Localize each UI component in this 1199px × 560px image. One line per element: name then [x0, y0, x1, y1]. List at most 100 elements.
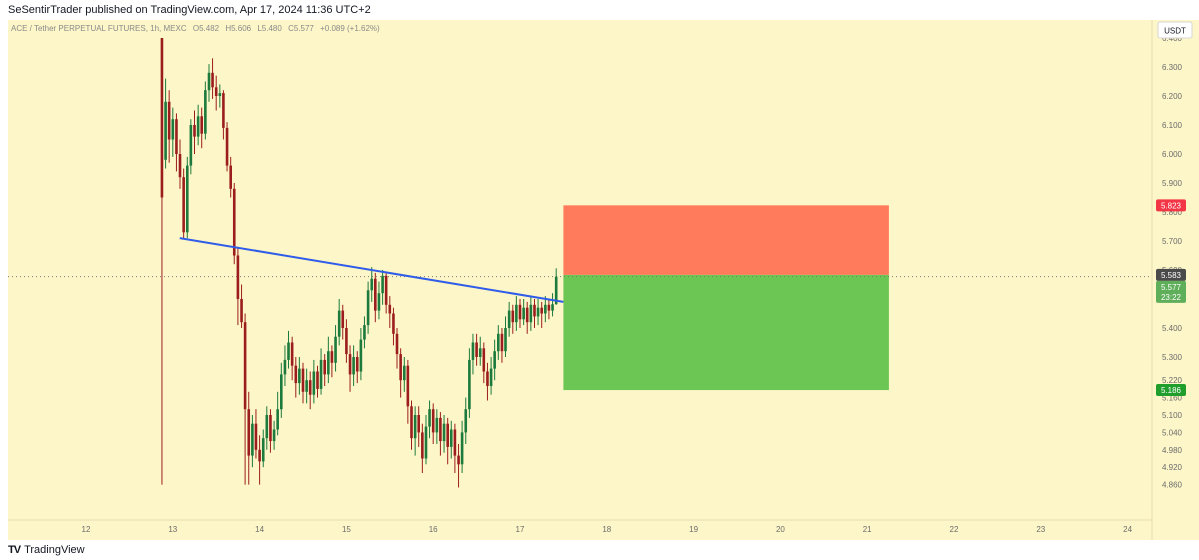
tradingview-logo-icon: TV: [8, 544, 21, 556]
candle: [254, 409, 258, 459]
candle-body: [522, 307, 525, 320]
time-tick-label: 12: [82, 525, 91, 534]
candle: [290, 336, 294, 381]
candle-body: [442, 423, 446, 442]
candle: [323, 354, 326, 386]
candle-body: [363, 325, 366, 340]
take-profit-zone[interactable]: [563, 274, 889, 391]
price-tick-label: 4.920: [1162, 463, 1183, 472]
legend-low: L5.480: [257, 24, 282, 33]
position-zones[interactable]: [563, 205, 889, 391]
candle-body: [251, 423, 254, 456]
candle-body: [348, 354, 352, 375]
candle-body: [229, 165, 232, 189]
price-tick-label: 5.700: [1162, 237, 1183, 246]
stop-loss-zone[interactable]: [563, 205, 889, 275]
candle-body: [319, 359, 323, 389]
candle: [276, 391, 279, 436]
candle: [341, 304, 345, 340]
candle-body: [551, 304, 554, 311]
candle: [482, 342, 486, 384]
price-tick-label: 5.800: [1162, 208, 1183, 217]
candle-body: [240, 299, 243, 323]
candle: [334, 325, 337, 372]
candle-body: [167, 101, 171, 140]
candle-body: [388, 304, 392, 314]
candle: [352, 345, 355, 386]
candle-body: [453, 429, 457, 456]
candle-body: [204, 90, 207, 134]
price-tick-label: 5.160: [1162, 394, 1183, 403]
candle: [384, 272, 388, 314]
time-tick-label: 20: [776, 525, 785, 534]
candle-body: [384, 275, 388, 305]
candle-body: [327, 351, 330, 375]
candle-body: [196, 116, 200, 137]
candle-body: [497, 333, 500, 352]
candle-body: [449, 429, 453, 447]
candle: [211, 58, 214, 99]
candle-body: [355, 357, 359, 372]
candle: [515, 296, 518, 331]
candle: [471, 333, 475, 375]
price-tick-label: 5.040: [1162, 428, 1183, 437]
candle-body: [189, 125, 193, 166]
candle-body: [160, 38, 164, 198]
candle: [489, 357, 493, 395]
price-tick-label: 6.100: [1162, 121, 1183, 130]
candle: [232, 183, 236, 265]
candle-body: [536, 307, 540, 317]
candle-body: [529, 304, 533, 323]
candle: [229, 156, 232, 198]
price-tick-label: 5.400: [1162, 324, 1183, 333]
candle: [214, 75, 218, 111]
candle: [160, 38, 164, 485]
candle: [301, 362, 305, 404]
candle-body: [518, 304, 522, 320]
candle-body: [464, 409, 468, 433]
candle-body: [175, 119, 178, 154]
candle: [493, 339, 496, 381]
candle-body: [283, 359, 287, 375]
candle-body: [334, 336, 337, 363]
candle-body: [370, 278, 374, 291]
candle: [305, 368, 308, 404]
candle: [536, 299, 540, 326]
candle-body: [410, 406, 413, 439]
chart-container[interactable]: 6.4006.3006.2006.1006.0005.9005.8005.700…: [0, 20, 1199, 540]
candlestick-chart[interactable]: 6.4006.3006.2006.1006.0005.9005.8005.700…: [0, 20, 1199, 540]
currency-badge[interactable]: USDT: [1157, 21, 1193, 39]
candle: [327, 336, 330, 384]
candle-body: [261, 438, 265, 462]
candle-body: [493, 351, 496, 369]
candle: [529, 296, 533, 331]
candle-body: [457, 455, 460, 465]
candle: [388, 296, 392, 328]
candle-body: [258, 449, 261, 462]
candle-body: [377, 293, 381, 311]
candle-body: [280, 374, 283, 410]
candle: [377, 281, 381, 320]
legend-open: O5.482: [193, 24, 220, 33]
candle-body: [515, 304, 518, 323]
price-tick-label: 6.300: [1162, 63, 1183, 72]
candle-body: [171, 119, 175, 140]
candle-body: [178, 154, 182, 178]
candle: [294, 357, 298, 398]
price-badges: 5.823 5.583 5.577 23:22 5.186: [1156, 199, 1186, 397]
candle-body: [182, 177, 185, 233]
candle-body: [214, 87, 218, 96]
candle-body: [507, 310, 511, 328]
legend: ACE / Tether PERPETUAL FUTURES, 1h, MEXC…: [11, 24, 380, 33]
candle: [175, 113, 178, 172]
trendline[interactable]: [179, 237, 564, 303]
candle: [298, 357, 301, 395]
price-tick-label: 6.200: [1162, 92, 1183, 101]
candle-body: [308, 380, 312, 395]
candle-body: [381, 275, 384, 294]
candle: [218, 84, 222, 108]
candle-body: [193, 125, 196, 137]
candle-body: [504, 328, 507, 352]
candle: [395, 328, 399, 369]
candle: [319, 348, 323, 395]
